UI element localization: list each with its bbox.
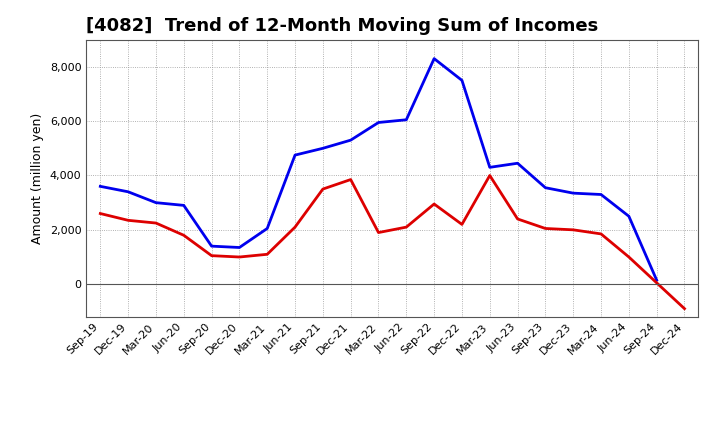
- Ordinary Income: [430, 56, 438, 61]
- Ordinary Income: [458, 78, 467, 83]
- Line: Net Income: Net Income: [100, 176, 685, 308]
- Ordinary Income: [263, 226, 271, 231]
- Net Income: [318, 187, 327, 192]
- Ordinary Income: [652, 278, 661, 283]
- Net Income: [513, 216, 522, 222]
- Ordinary Income: [207, 243, 216, 249]
- Net Income: [597, 231, 606, 237]
- Net Income: [569, 227, 577, 232]
- Ordinary Income: [235, 245, 243, 250]
- Net Income: [124, 218, 132, 223]
- Ordinary Income: [402, 117, 410, 122]
- Line: Ordinary Income: Ordinary Income: [100, 59, 657, 280]
- Ordinary Income: [346, 138, 355, 143]
- Net Income: [402, 224, 410, 230]
- Ordinary Income: [624, 213, 633, 219]
- Ordinary Income: [96, 184, 104, 189]
- Net Income: [152, 220, 161, 226]
- Ordinary Income: [318, 146, 327, 151]
- Ordinary Income: [513, 161, 522, 166]
- Net Income: [485, 173, 494, 178]
- Net Income: [346, 177, 355, 182]
- Ordinary Income: [597, 192, 606, 197]
- Ordinary Income: [124, 189, 132, 194]
- Net Income: [680, 306, 689, 311]
- Net Income: [96, 211, 104, 216]
- Net Income: [235, 254, 243, 260]
- Net Income: [430, 202, 438, 207]
- Y-axis label: Amount (million yen): Amount (million yen): [32, 113, 45, 244]
- Net Income: [541, 226, 550, 231]
- Ordinary Income: [291, 152, 300, 158]
- Net Income: [624, 254, 633, 260]
- Ordinary Income: [485, 165, 494, 170]
- Net Income: [374, 230, 383, 235]
- Ordinary Income: [541, 185, 550, 191]
- Ordinary Income: [152, 200, 161, 205]
- Net Income: [179, 233, 188, 238]
- Text: [4082]  Trend of 12-Month Moving Sum of Incomes: [4082] Trend of 12-Month Moving Sum of I…: [86, 17, 598, 35]
- Net Income: [263, 252, 271, 257]
- Ordinary Income: [179, 203, 188, 208]
- Net Income: [207, 253, 216, 258]
- Net Income: [458, 222, 467, 227]
- Net Income: [291, 224, 300, 230]
- Ordinary Income: [374, 120, 383, 125]
- Ordinary Income: [569, 191, 577, 196]
